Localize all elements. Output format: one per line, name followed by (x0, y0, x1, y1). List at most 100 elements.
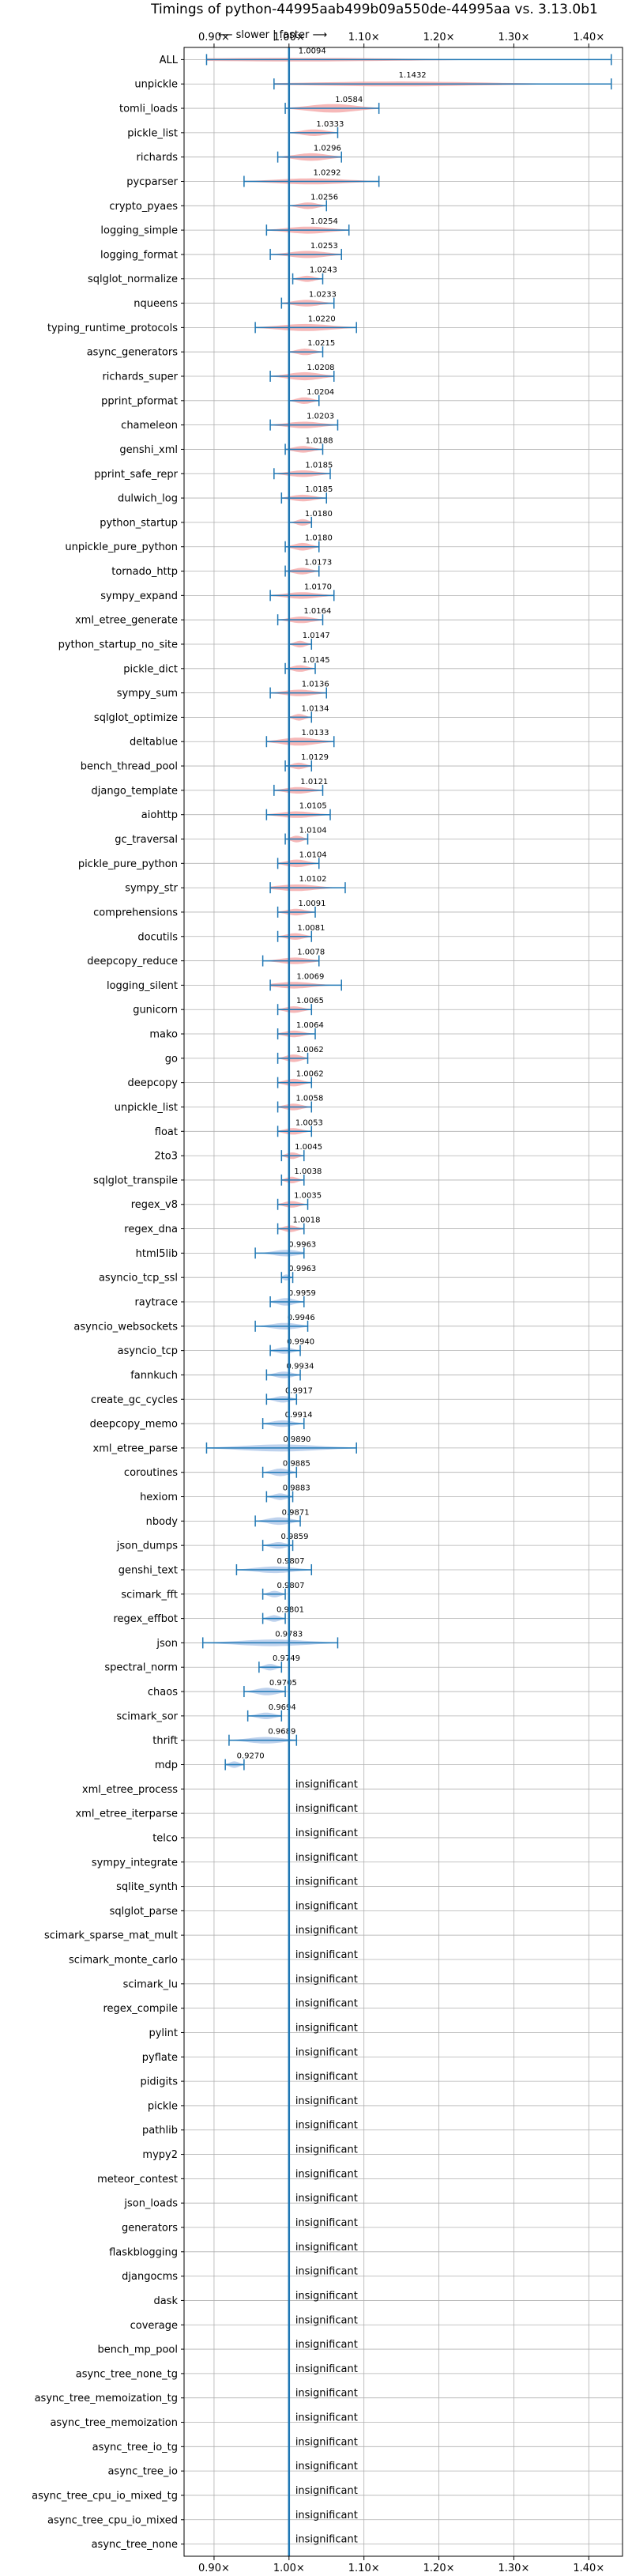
insignificant-label: insignificant (295, 2022, 358, 2034)
benchmark-label: fannkuch (130, 1370, 178, 1382)
benchmark-label: chaos (148, 1687, 178, 1699)
benchmark-label: pickle_list (127, 127, 178, 139)
value-label: 0.9914 (285, 1411, 313, 1420)
value-label: 1.0233 (309, 291, 337, 300)
insignificant-label: insignificant (295, 1827, 358, 1839)
benchmark-label: async_tree_memoization_tg (35, 2393, 178, 2404)
benchmark-label: python_startup_no_site (58, 639, 178, 651)
value-label: 1.0081 (298, 924, 325, 933)
benchmark-label: generators (122, 2222, 178, 2234)
benchmark-label: chameleon (121, 420, 178, 432)
benchmark-label: comprehensions (93, 907, 178, 918)
benchmark-label: async_generators (87, 347, 179, 359)
benchmark-label: asyncio_tcp_ssl (99, 1273, 178, 1284)
insignificant-label: insignificant (295, 2290, 358, 2302)
insignificant-label: insignificant (295, 2461, 358, 2472)
benchmark-label: pycparser (126, 176, 178, 188)
benchmark-label: flaskblogging (109, 2246, 178, 2258)
benchmark-label: bench_thread_pool (81, 761, 178, 773)
insignificant-label: insignificant (295, 2339, 358, 2351)
top-tick-label: 1.30× (498, 32, 530, 43)
benchmark-label: djangocms (122, 2271, 178, 2283)
value-label: 1.0136 (302, 681, 329, 689)
value-label: 1.0147 (303, 632, 330, 640)
value-label: 0.9871 (282, 1508, 310, 1517)
value-label: 0.9694 (269, 1703, 296, 1712)
benchmark-label: pprint_safe_repr (94, 469, 178, 481)
insignificant-label: insignificant (295, 2363, 358, 2375)
benchmark-label: asyncio_websockets (73, 1321, 178, 1333)
benchmark-label: richards_super (102, 372, 178, 383)
insignificant-label: insignificant (295, 2388, 358, 2400)
benchmark-label: coverage (130, 2320, 178, 2332)
value-label: 1.0069 (296, 972, 324, 981)
value-label: 1.0180 (305, 534, 333, 543)
benchmark-label: logging_simple (100, 225, 178, 237)
benchmark-marks: ALL 1.0094 unpickle 1.1432 tomli_loads 1.0584… (32, 47, 612, 2556)
value-label: 1.0105 (299, 802, 327, 811)
benchmark-label: spectral_norm (104, 1662, 178, 1674)
benchmark-label: async_tree_io_tg (92, 2442, 178, 2453)
insignificant-label: insignificant (295, 2046, 358, 2058)
value-label: 1.0062 (296, 1070, 324, 1079)
value-label: 0.9807 (277, 1557, 305, 1566)
benchmark-label: scimark_monte_carlo (69, 1955, 178, 1967)
benchmark-label: sqlite_synth (116, 1881, 178, 1893)
value-label: 1.0185 (305, 461, 333, 470)
value-label: 1.0091 (298, 900, 325, 908)
value-label: 0.9917 (285, 1386, 313, 1395)
benchmark-label: sqlglot_transpile (93, 1175, 178, 1186)
insignificant-label: insignificant (295, 1998, 358, 2010)
benchmark-label: coroutines (124, 1467, 178, 1479)
benchmark-label: richards (137, 152, 179, 164)
value-label: 1.0058 (295, 1094, 323, 1103)
benchmark-label: hexiom (140, 1492, 178, 1503)
value-label: 0.9689 (268, 1728, 295, 1737)
benchmark-label: bench_mp_pool (97, 2344, 178, 2356)
top-tick-label: 1.10× (348, 32, 380, 43)
value-label: 1.0296 (314, 145, 341, 153)
bottom-tick-label: 1.20× (423, 2563, 455, 2574)
benchmark-label: sqlglot_normalize (88, 273, 178, 285)
value-label: 1.0208 (307, 364, 335, 372)
insignificant-label: insignificant (295, 2266, 358, 2278)
benchmark-label: mako (149, 1029, 178, 1041)
benchmark-label: mdp (155, 1759, 178, 1771)
value-label: 0.9807 (277, 1582, 305, 1590)
top-axis: 0.90× 1.00× 1.10× 1.20× 1.30× 1.40× (198, 32, 604, 47)
value-label: 1.0078 (297, 949, 325, 957)
benchmark-label: django_template (92, 785, 178, 797)
benchmark-label: async_tree_none (92, 2539, 178, 2551)
value-label: 1.0134 (302, 704, 329, 713)
insignificant-label: insignificant (295, 2168, 358, 2180)
value-label: 0.9940 (287, 1338, 314, 1347)
insignificant-label: insignificant (295, 1876, 358, 1888)
benchmark-label: unpickle (134, 79, 178, 91)
benchmark-label: sympy_sum (117, 688, 178, 700)
insignificant-label: insignificant (295, 2436, 358, 2448)
value-label: 1.0170 (304, 583, 332, 591)
benchmark-label: docutils (137, 931, 178, 943)
value-label: 1.1432 (399, 71, 427, 80)
benchmark-label: pickle_pure_python (78, 858, 178, 870)
grid (184, 47, 623, 2556)
insignificant-label: insignificant (295, 2242, 358, 2254)
value-label: 0.9946 (288, 1314, 315, 1322)
benchmark-label: nbody (146, 1516, 179, 1528)
value-label: 1.0333 (316, 120, 344, 129)
value-label: 0.9705 (269, 1679, 297, 1688)
benchmark-label: tomli_loads (119, 104, 178, 115)
insignificant-label: insignificant (295, 1852, 358, 1864)
benchmark-label: json_loads (123, 2198, 178, 2210)
top-tick-label: 1.00× (273, 32, 305, 43)
benchmark-label: asyncio_tcp (118, 1345, 178, 1357)
value-label: 1.0102 (299, 875, 326, 884)
benchmark-label: sqlglot_parse (110, 1906, 178, 1918)
value-label: 1.0062 (296, 1046, 324, 1054)
benchmark-label: genshi_xml (119, 444, 178, 456)
benchmark-label: pathlib (142, 2125, 178, 2137)
value-label: 1.0203 (307, 413, 334, 421)
value-label: 1.0104 (299, 850, 327, 859)
benchmark-label: pickle (148, 2100, 178, 2112)
